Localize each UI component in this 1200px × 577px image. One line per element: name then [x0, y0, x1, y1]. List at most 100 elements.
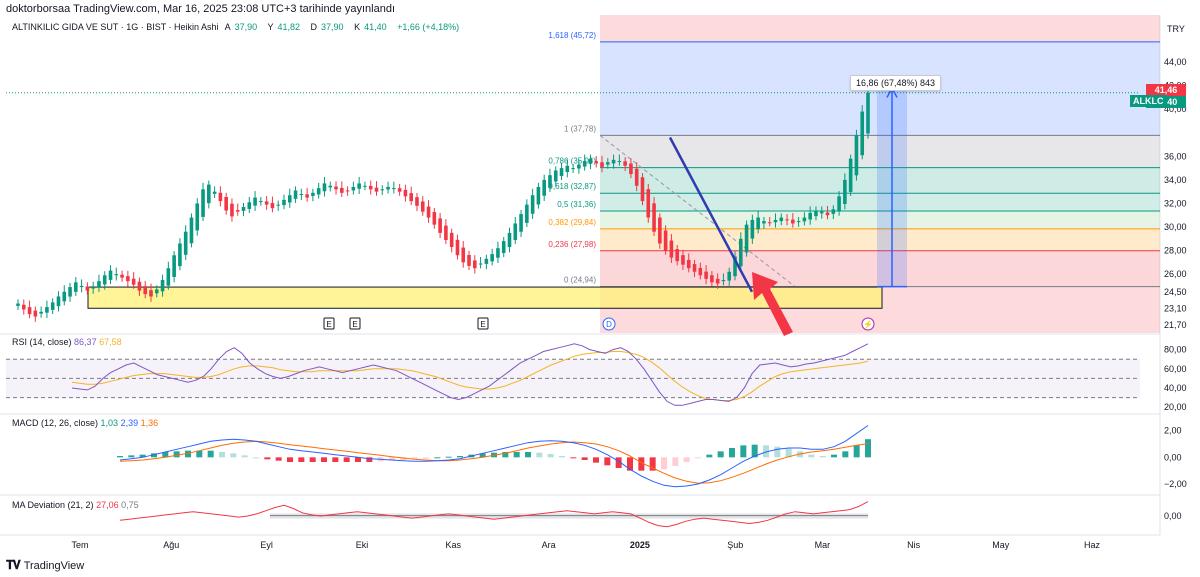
- macd-histogram-bar: [593, 457, 599, 463]
- candle-body: [357, 183, 361, 189]
- macd-histogram-bar: [729, 448, 735, 458]
- candle-body: [311, 192, 315, 196]
- madev-legend: MA Deviation (21, 2) 27,06 0,75: [12, 500, 139, 510]
- candle-body: [698, 267, 703, 276]
- high-price-tag: 41,46: [1146, 84, 1186, 96]
- event-marker-label: E: [480, 320, 485, 329]
- event-marker-label: D: [606, 320, 612, 329]
- rsi-tick-label: 80,00: [1164, 345, 1187, 355]
- candle-body: [74, 282, 78, 292]
- candle-body: [484, 258, 489, 264]
- candle-body: [831, 209, 836, 214]
- x-tick-label: Mar: [815, 540, 831, 550]
- candle-body: [553, 170, 558, 182]
- red-arrow-icon: [752, 272, 793, 336]
- candle-body: [814, 210, 818, 217]
- candle-body: [715, 278, 720, 284]
- macd-histogram-bar: [264, 457, 271, 460]
- symbol-line: ALTINKILIC GIDA VE SUT · 1G · BIST · Hei…: [12, 22, 219, 32]
- candle-body: [241, 206, 246, 211]
- candle-body: [380, 189, 385, 191]
- candle-body: [525, 204, 529, 223]
- candle-body: [738, 238, 743, 267]
- macd-histogram-bar: [332, 457, 339, 462]
- candle-body: [634, 168, 639, 186]
- candle-body: [432, 212, 437, 225]
- candle-body: [791, 219, 795, 224]
- macd-histogram-bar: [525, 452, 531, 458]
- split-marker-icon: [861, 317, 875, 331]
- candle-body: [756, 217, 760, 230]
- candle-body: [577, 164, 581, 169]
- candle-body: [50, 302, 55, 310]
- candle-body: [351, 186, 356, 191]
- candle-body: [507, 232, 512, 248]
- candle-body: [230, 203, 234, 217]
- madev-title: MA Deviation (21, 2): [12, 500, 94, 510]
- rsi-line: [71, 343, 869, 406]
- macd-signal-line: [119, 440, 869, 484]
- rsi-legend: RSI (14, close) 86,37 67,58: [12, 337, 122, 347]
- macd-histogram-bar: [536, 452, 543, 458]
- rsi-tick-label: 40,00: [1164, 383, 1187, 393]
- candle-body: [253, 197, 257, 206]
- candle-body: [588, 158, 593, 164]
- candle-body: [120, 274, 124, 278]
- candle-body: [669, 240, 674, 258]
- candle-body: [79, 285, 84, 288]
- candle-body: [270, 202, 275, 209]
- macd-title: MACD (12, 26, close): [12, 418, 99, 428]
- fib-level-label: 1 (37,78): [564, 124, 596, 133]
- fib-zone: [600, 135, 1160, 168]
- macd-histogram-bar: [751, 444, 758, 458]
- measure-label: 16,86 (67,48%) 843: [850, 75, 942, 91]
- candle-body: [866, 92, 870, 134]
- candle-body: [299, 194, 304, 196]
- macd-histogram-bar: [128, 455, 135, 458]
- rsi-ma-line: [71, 351, 869, 401]
- candle-body: [56, 296, 61, 307]
- macd-histogram-bar: [627, 457, 633, 471]
- candle-body: [293, 190, 298, 199]
- candle-body: [519, 214, 523, 232]
- candle-body: [704, 271, 708, 279]
- macd-histogram-bar: [400, 457, 407, 460]
- x-tick-label: 2025: [630, 540, 650, 550]
- footer: 𝐓𝐕 TradingView: [6, 558, 84, 573]
- madev-line: [119, 501, 869, 528]
- currency-label: TRY: [1167, 24, 1185, 34]
- candle-body: [559, 168, 564, 176]
- candle-body: [473, 260, 477, 269]
- candle-body: [218, 192, 223, 202]
- fib-level-label: 0,5 (31,36): [557, 200, 596, 209]
- published-line: doktorborsaa TradingView.com, Mar 16, 20…: [6, 3, 395, 15]
- candle-body: [16, 303, 20, 306]
- macd-histogram-bar: [434, 457, 441, 459]
- macd-histogram-bar: [559, 456, 565, 458]
- candle-body: [854, 135, 859, 176]
- rsi-title: RSI (14, close): [12, 337, 72, 347]
- candle-body: [27, 307, 32, 315]
- candle-body: [594, 161, 599, 164]
- candle-body: [692, 264, 697, 272]
- candle-body: [137, 281, 142, 291]
- fib-level-label: 0,236 (27,98): [548, 240, 596, 249]
- candle-body: [426, 206, 431, 218]
- macd-histogram-bar: [230, 453, 237, 458]
- candle-body: [675, 249, 679, 262]
- y-tick-label: 40,00: [1164, 104, 1187, 114]
- macd-histogram-bar: [241, 455, 248, 458]
- fib-zone: [600, 210, 1160, 229]
- fib-trend-line: [599, 134, 796, 287]
- macd-histogram-bar: [763, 445, 769, 458]
- candle-body: [530, 195, 535, 214]
- candle-body: [773, 219, 778, 223]
- candle-body: [681, 255, 685, 265]
- candle-body: [837, 196, 841, 212]
- macd-histogram-bar: [604, 457, 611, 466]
- candle-body: [808, 212, 812, 220]
- candle-body: [21, 304, 26, 310]
- candle-body: [721, 280, 726, 282]
- macd-histogram-bar: [162, 452, 169, 458]
